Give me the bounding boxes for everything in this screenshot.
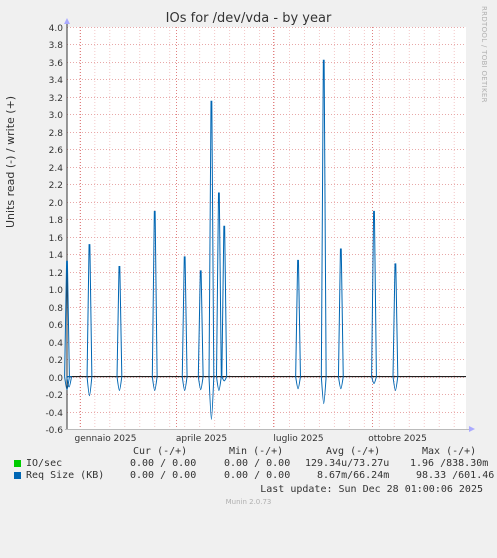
y-tick-label: 2.4 (49, 164, 64, 174)
io-sec-swatch (14, 460, 21, 467)
spike (221, 225, 228, 382)
x-axis-arrow (469, 426, 475, 432)
spike (215, 192, 222, 392)
y-tick-label: 3.4 (49, 76, 64, 86)
y-tick-label: 3.0 (49, 111, 64, 121)
series-req-size-kb- (64, 59, 399, 420)
y-tick-label: 2.2 (49, 181, 63, 191)
last-update: Last update: Sun Dec 28 01:00:06 2025 (260, 484, 483, 495)
y-tick-label: 0.2 (49, 356, 63, 366)
x-tick-label: luglio 2025 (273, 434, 323, 444)
y-tick-label: 3.6 (49, 59, 64, 69)
spike (208, 100, 215, 420)
y-tick-label: 0.4 (49, 339, 64, 349)
legend-header-row: Cur (-/+) Min (-/+) Avg (-/+) Max (-/+) (0, 446, 476, 458)
y-tick-label: 2.8 (49, 129, 64, 139)
y-tick-label: 1.8 (49, 216, 64, 226)
y-tick-label: 1.2 (49, 269, 63, 279)
spike (64, 260, 70, 391)
legend-io-sec-avg: 129.34u/73.27u (305, 458, 390, 469)
y-tick-label: -0.2 (45, 391, 63, 401)
legend-req-size-max: 98.33 /601.46 (416, 470, 495, 481)
x-tick-label: aprile 2025 (176, 434, 227, 444)
y-tick-label: 1.4 (49, 251, 64, 261)
y-tick-label: 0.0 (49, 374, 64, 384)
legend-io-sec-name: IO/sec (26, 458, 63, 469)
y-tick-label: 3.8 (49, 41, 64, 51)
spike (86, 244, 93, 397)
y-tick-label: 0.6 (49, 321, 64, 331)
y-tick-label: 1.6 (49, 234, 64, 244)
legend-req-size-avg: 8.67m/66.24m (317, 470, 390, 481)
spike (392, 263, 399, 392)
legend-header-max: Max (-/+) (422, 446, 477, 457)
y-tick-label: 2.6 (49, 146, 64, 156)
spike (197, 270, 204, 391)
legend-header-avg: Avg (-/+) (326, 446, 381, 457)
x-tick-label: ottobre 2025 (368, 434, 427, 444)
spike (116, 265, 123, 392)
y-tick-label: -0.4 (45, 409, 63, 419)
munin-graph: IOs for /dev/vda - by year RRDTOOL / TOB… (0, 6, 495, 506)
legend-req-size-cur: 0.00 / 0.00 (130, 470, 197, 481)
y-tick-label: 0.8 (49, 304, 64, 314)
spike (66, 376, 73, 388)
legend-req-size-name: Req Size (KB) (26, 470, 105, 481)
y-axis-arrow (64, 18, 70, 24)
chart-title: IOs for /dev/vda - by year (165, 11, 332, 26)
y-tick-label: 2.0 (49, 199, 64, 209)
x-tick-label: gennaio 2025 (75, 434, 137, 444)
rrdtool-watermark: RRDTOOL / TOBI OETIKER (480, 6, 488, 103)
spike (337, 248, 344, 390)
spike (181, 256, 188, 392)
chart-canvas: -0.6 -0.4 -0.2 0.0 0.2 0.4 0.6 0.8 1.0 1.2 1.4 1.6 1… (45, 18, 475, 444)
legend-header-cur: Cur (-/+) (133, 446, 188, 457)
legend-header-min: Min (-/+) (229, 446, 284, 457)
req-size-swatch (14, 472, 21, 479)
legend-io-sec-cur: 0.00 / 0.00 (130, 458, 197, 469)
y-tick-label: -0.6 (45, 426, 63, 436)
y-tick-label: 4.0 (49, 24, 64, 34)
plot-area (67, 27, 466, 429)
y-tick-label: 3.2 (49, 94, 63, 104)
y-tick-label: 1.0 (49, 286, 64, 296)
spike (320, 59, 327, 405)
legend-row-io-sec: IO/sec 0.00 / 0.00 0.00 / 0.00 129.34u/7… (0, 458, 488, 470)
spike (151, 210, 158, 392)
spike (295, 259, 301, 390)
spike (371, 210, 377, 385)
munin-version: Munin 2.0.73 (225, 498, 272, 506)
legend-req-size-min: 0.00 / 0.00 (224, 470, 291, 481)
legend-io-sec-min: 0.00 / 0.00 (224, 458, 291, 469)
legend-io-sec-max: 1.96 /838.30m (410, 458, 489, 469)
legend-row-req-size: Req Size (KB) 0.00 / 0.00 0.00 / 0.00 8.… (0, 470, 494, 482)
